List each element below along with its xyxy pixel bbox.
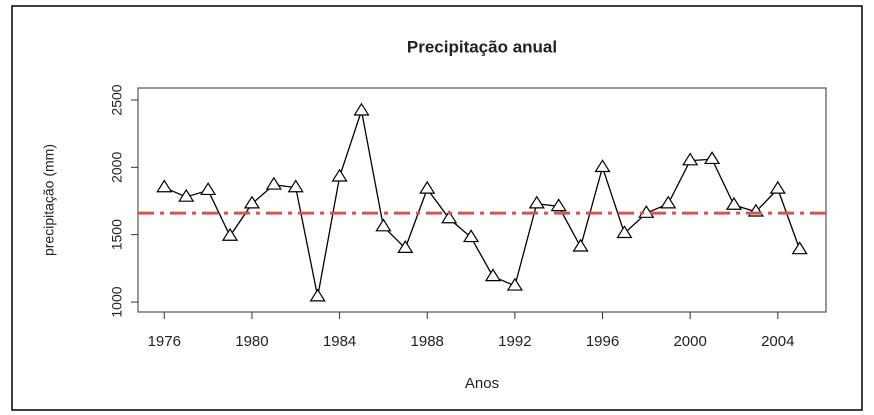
x-tick-label: 1992: [498, 333, 531, 350]
frame: [11, 5, 863, 411]
marker: [594, 159, 611, 173]
marker: [572, 238, 589, 252]
marker: [528, 195, 545, 209]
marker: [287, 179, 304, 193]
marker: [616, 225, 633, 239]
marker: [484, 268, 502, 282]
x-tick-label: 2004: [761, 333, 794, 350]
marker: [769, 180, 786, 194]
x-tick-label: 1988: [411, 333, 444, 350]
chart-title: Precipitação anual: [407, 37, 557, 56]
marker: [550, 198, 567, 212]
x-tick-label: 1984: [323, 333, 356, 350]
marker: [419, 180, 436, 194]
marker: [178, 188, 195, 202]
marker: [221, 227, 239, 241]
y-axis-label: precipitação (mm): [41, 144, 57, 256]
x-tick-label: 2000: [673, 333, 706, 350]
marker: [462, 229, 480, 243]
marker: [331, 168, 348, 182]
y-tick-label: 1000: [109, 286, 125, 317]
marker: [309, 288, 326, 302]
marker: [725, 196, 743, 210]
y-tick-label: 2500: [109, 84, 125, 115]
x-tick-label: 1980: [235, 333, 268, 350]
y-tick-label: 1500: [109, 219, 125, 250]
marker: [791, 241, 808, 255]
marker: [660, 195, 677, 209]
x-axis-label: Anos: [465, 375, 499, 392]
x-tick-label: 1976: [148, 333, 181, 350]
y-tick-label: 2000: [109, 152, 125, 183]
marker: [397, 240, 414, 253]
marker: [243, 195, 261, 209]
marker: [353, 102, 370, 116]
marker: [441, 210, 458, 224]
marker: [200, 182, 217, 196]
marker: [506, 277, 523, 291]
marker: [682, 152, 699, 166]
x-tick-label: 1996: [586, 333, 619, 350]
marker: [375, 218, 392, 232]
marker: [265, 176, 282, 190]
marker: [703, 151, 721, 165]
marker: [156, 179, 173, 193]
plot-box: [137, 87, 827, 313]
